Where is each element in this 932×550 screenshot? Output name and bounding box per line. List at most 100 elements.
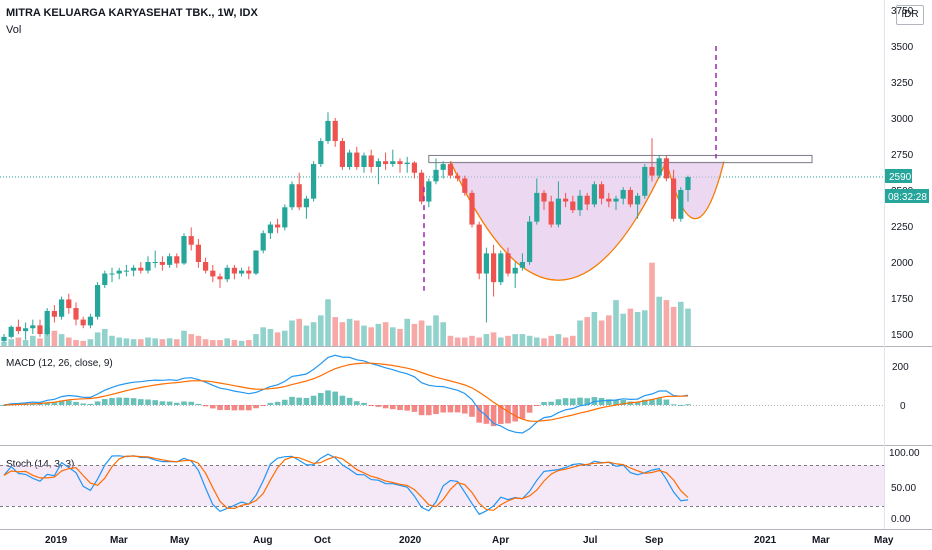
candle-body	[591, 184, 597, 205]
macd-histogram-bar	[397, 405, 403, 411]
volume-bar	[346, 318, 353, 346]
candle-body	[498, 253, 504, 283]
macd-histogram-bar	[505, 405, 511, 424]
candle-body	[311, 164, 317, 199]
volume-bar	[195, 335, 202, 346]
candle-body	[210, 270, 216, 277]
macd-histogram-bar	[642, 399, 648, 405]
time-label-apr: Apr	[492, 535, 509, 546]
volume-bar	[390, 327, 396, 346]
candle-body	[80, 319, 86, 326]
macd-histogram-bar	[411, 405, 418, 412]
price-tick: 3000	[891, 114, 914, 125]
macd-histogram-bar	[555, 399, 562, 405]
price-tick: 3750	[891, 6, 914, 17]
candle-body	[375, 161, 381, 167]
candle-body	[426, 181, 432, 202]
volume-bar	[123, 338, 130, 346]
price-tick: 1750	[891, 294, 914, 305]
candle-body	[419, 172, 425, 202]
stoch-tick-0: 0.00	[891, 514, 911, 525]
macd-histogram-bar	[267, 402, 274, 405]
macd-histogram-bar	[548, 401, 554, 405]
macd-histogram-bar	[325, 390, 331, 405]
candle-body	[541, 192, 547, 202]
volume-bar	[606, 315, 612, 346]
macd-histogram-bar	[210, 405, 216, 409]
candle-body	[635, 195, 641, 205]
candle-body	[599, 184, 605, 199]
volume-bar	[253, 334, 259, 346]
volume-bar	[210, 340, 216, 346]
volume-bar	[469, 335, 475, 346]
time-label-mar-2021: Mar	[812, 535, 830, 546]
volume-bar	[246, 340, 252, 346]
stoch-legend[interactable]: Stoch (14, 3, 3)	[6, 459, 75, 470]
candle-body	[267, 224, 273, 234]
macd-histogram-bar	[66, 400, 72, 405]
macd-histogram-bar	[418, 405, 425, 416]
macd-histogram-bar	[368, 405, 374, 406]
candle-body	[548, 201, 554, 225]
volume-bar	[282, 330, 288, 346]
time-axis[interactable]: 2019 Mar May Aug Oct 2020 Apr Jul Sep 20…	[45, 535, 894, 546]
macd-histogram-bar	[519, 405, 526, 419]
volume-bar	[483, 334, 490, 346]
macd-histogram-bar	[246, 405, 252, 411]
macd-histogram-bar	[454, 405, 461, 413]
candle-body	[570, 201, 576, 211]
last-price-badge	[885, 169, 912, 183]
candle-series[interactable]	[1, 112, 691, 343]
volume-bar	[116, 337, 122, 346]
candle-body	[152, 262, 158, 263]
macd-histogram-bar	[598, 398, 605, 405]
candle-body	[440, 164, 446, 170]
volume-bar	[490, 332, 497, 346]
volume-bar	[577, 320, 583, 346]
volume-bar	[8, 339, 14, 346]
macd-legend[interactable]: MACD (12, 26, close, 9)	[6, 358, 113, 369]
macd-histogram-bar	[390, 405, 396, 410]
macd-histogram-bar	[87, 403, 94, 405]
candle-body	[685, 177, 691, 190]
price-tick: 2250	[891, 222, 914, 233]
volume-bar	[174, 339, 180, 346]
currency-button[interactable]: IDR	[896, 5, 924, 25]
candle-body	[411, 162, 417, 173]
candle-body	[145, 262, 151, 271]
annotations[interactable]	[423, 46, 717, 291]
candle-body	[44, 310, 50, 334]
candle-body	[332, 120, 338, 142]
macd-histogram-bar	[289, 396, 295, 405]
candle-body	[577, 195, 583, 211]
macd-histogram-bar	[102, 399, 108, 405]
time-label-oct: Oct	[314, 535, 331, 546]
candle-body	[131, 267, 137, 271]
macd-series[interactable]	[1, 354, 691, 434]
candle-body	[671, 178, 677, 219]
volume-bar	[267, 329, 274, 346]
candle-body	[512, 267, 518, 274]
volume-bar	[217, 340, 223, 346]
macd-histogram-bar	[404, 405, 410, 411]
volume-bar	[310, 322, 317, 346]
volume-bar	[411, 323, 418, 346]
macd-histogram-bar	[541, 402, 547, 405]
volume-bar	[318, 315, 324, 346]
macd-histogram-bar	[130, 398, 137, 405]
stoch-series[interactable]	[3, 453, 689, 516]
candle-body	[195, 244, 201, 262]
candle-body	[246, 270, 252, 274]
macd-histogram-bar	[346, 397, 353, 405]
volume-legend-label[interactable]: Vol	[6, 24, 22, 36]
symbol-title[interactable]: MITRA KELUARGA KARYASEHAT TBK., 1W, IDX	[6, 7, 258, 19]
volume-bar	[454, 337, 461, 346]
macd-histogram-bar	[253, 405, 259, 409]
volume-bar	[418, 320, 425, 346]
volume-bar	[30, 335, 36, 346]
stoch-tick-50: 50.00	[891, 483, 916, 494]
volume-bar	[598, 320, 605, 346]
price-tick: 2000	[891, 258, 914, 269]
candle-body	[656, 158, 662, 176]
